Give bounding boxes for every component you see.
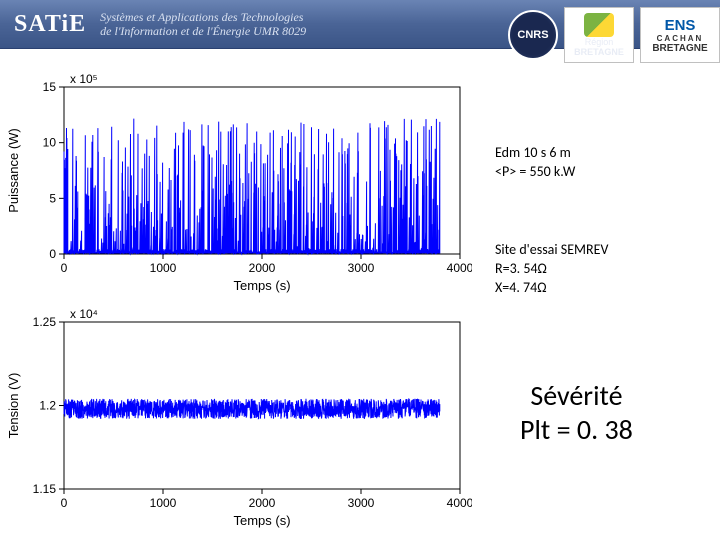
cachan-label: CACHAN [657, 34, 704, 43]
svg-text:1000: 1000 [150, 496, 177, 510]
svg-text:1.25: 1.25 [33, 315, 57, 329]
site-annotation: Site d'essai SEMREV R=3. 54Ω X=4. 74Ω [495, 241, 608, 298]
svg-text:x 10⁵: x 10⁵ [70, 72, 98, 86]
svg-text:2000: 2000 [249, 261, 276, 275]
edm-line2: <P> = 550 k.W [495, 163, 575, 182]
edm-annotation: Edm 10 s 6 m <P> = 550 k.W [495, 144, 575, 182]
region-shape-icon [584, 13, 614, 37]
svg-text:0: 0 [61, 496, 68, 510]
svg-text:4000: 4000 [447, 261, 472, 275]
subtitle-line2: de l'Information et de l'Énergie UMR 802… [100, 24, 306, 38]
svg-text:3000: 3000 [348, 496, 375, 510]
site-line1: Site d'essai SEMREV [495, 241, 608, 260]
svg-text:Temps (s): Temps (s) [233, 278, 290, 293]
svg-text:1.2: 1.2 [39, 399, 56, 413]
severity-annotation: Sévérité Plt = 0. 38 [520, 379, 633, 446]
svg-text:10: 10 [43, 136, 57, 150]
page-body: 0 5 10 15 0 1000 2000 3000 4000 Temps (s) Puissanc… [0, 49, 720, 540]
svg-text:Tension (V): Tension (V) [6, 373, 21, 439]
svg-text:x 10⁴: x 10⁴ [70, 307, 98, 321]
svg-text:15: 15 [43, 80, 57, 94]
ens-label: ENS [665, 17, 696, 34]
svg-text:0: 0 [61, 261, 68, 275]
svg-text:Temps (s): Temps (s) [233, 513, 290, 528]
severity-line1: Sévérité [520, 379, 633, 413]
svg-text:0: 0 [49, 247, 56, 261]
severity-line2: Plt = 0. 38 [520, 413, 633, 447]
svg-text:4000: 4000 [447, 496, 472, 510]
svg-text:1.15: 1.15 [33, 482, 57, 496]
voltage-chart: 1.15 1.2 1.25 0 1000 2000 3000 4000 Temps (s) Ten… [2, 304, 472, 529]
site-line3: X=4. 74Ω [495, 279, 608, 298]
header-bar: SATiE Systèmes et Applications des Techn… [0, 0, 720, 49]
brand-logo: SATiE [0, 11, 100, 38]
svg-text:3000: 3000 [348, 261, 375, 275]
region-label: Région [585, 37, 614, 47]
subtitle-line1: Systèmes et Applications des Technologie… [100, 10, 306, 24]
svg-text:1000: 1000 [150, 261, 177, 275]
svg-text:2000: 2000 [249, 496, 276, 510]
power-chart: 0 5 10 15 0 1000 2000 3000 4000 Temps (s) Puissanc… [2, 69, 472, 294]
site-line2: R=3. 54Ω [495, 260, 608, 279]
svg-text:Puissance (W): Puissance (W) [6, 128, 21, 213]
header-subtitle: Systèmes et Applications des Technologie… [100, 10, 306, 39]
svg-text:5: 5 [49, 191, 56, 205]
edm-line1: Edm 10 s 6 m [495, 144, 575, 163]
